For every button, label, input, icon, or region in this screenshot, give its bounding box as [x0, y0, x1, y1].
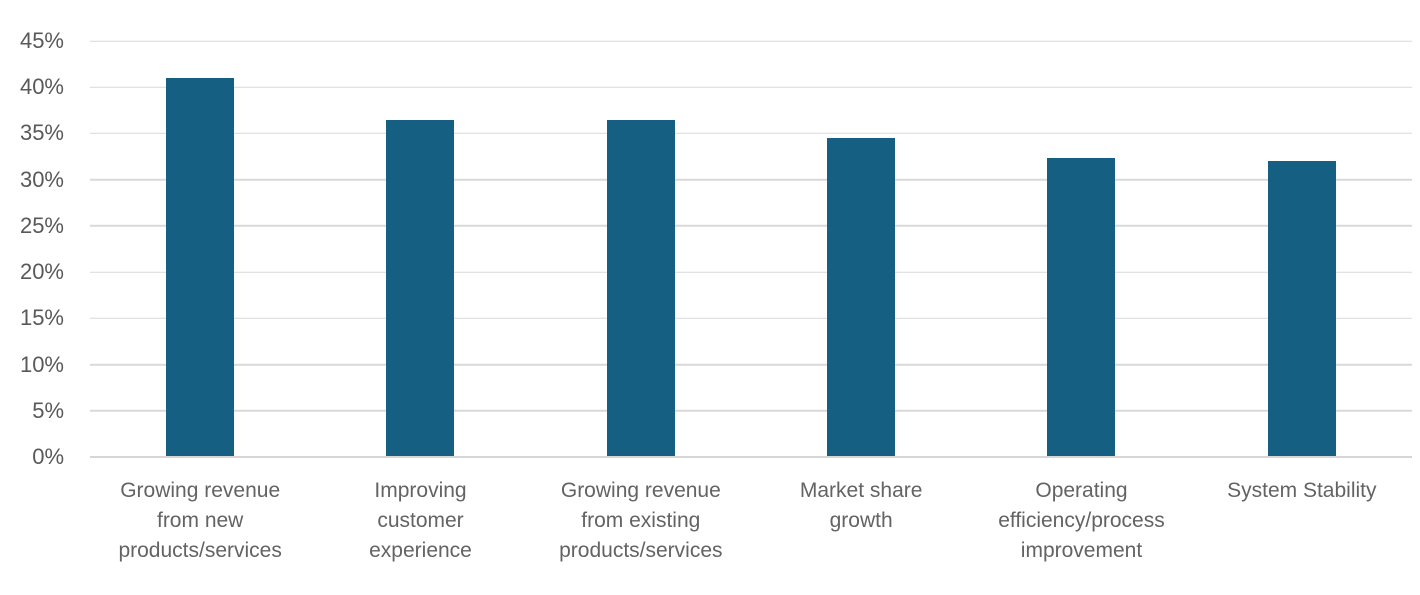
bar-1	[166, 77, 235, 457]
y-tick-label-5%: 5%	[32, 397, 64, 423]
gridline-35%	[90, 132, 1412, 135]
plot-area	[90, 40, 1412, 458]
gridline-25%	[90, 225, 1412, 227]
bar-slot-3	[531, 41, 751, 457]
gridline-15%	[90, 317, 1412, 320]
x-category-label-line: System Stability	[1227, 479, 1377, 502]
gridline-40%	[90, 86, 1412, 88]
x-category-label-line: customer	[377, 509, 464, 532]
bar-6	[1267, 161, 1336, 457]
x-category-label-1: Growing revenue from new products/services	[90, 476, 310, 566]
x-category-label-2: Improving customer experience	[310, 476, 530, 566]
y-tick-label-10%: 10%	[19, 351, 64, 377]
y-tick-label-20%: 20%	[19, 259, 64, 285]
gridline-0%	[90, 456, 1412, 458]
bar-slot-2	[310, 41, 530, 457]
x-category-label-line: Operating	[1035, 479, 1128, 502]
bars-container	[90, 41, 1412, 457]
y-tick-label-45%: 45%	[19, 28, 64, 53]
gridline-10%	[90, 363, 1412, 366]
x-category-label-line: experience	[369, 539, 472, 562]
gridlines	[90, 40, 1412, 458]
bar-4	[827, 138, 896, 457]
x-category-label-line: from existing	[581, 509, 701, 532]
x-category-label-6: System Stability	[1192, 476, 1412, 506]
y-tick-label-35%: 35%	[19, 120, 64, 146]
x-category-label-line: Growing revenue	[120, 479, 281, 502]
bar-slot-6	[1192, 41, 1412, 457]
x-category-label-line: improvement	[1020, 539, 1143, 562]
x-category-label-3: Growing revenue from existing products/ser…	[531, 476, 751, 566]
bar-slot-5	[971, 41, 1191, 457]
bar-slot-1	[90, 41, 310, 457]
y-tick-label-0%: 0%	[32, 444, 64, 469]
bar-3	[606, 119, 675, 457]
x-category-label-line: Improving	[374, 479, 467, 502]
x-category-label-line: Growing revenue	[560, 479, 721, 502]
gridline-30%	[90, 178, 1412, 181]
x-axis: Growing revenue from new products/services…	[90, 476, 1412, 566]
y-tick-label-30%: 30%	[19, 166, 64, 192]
bar-2	[386, 119, 455, 457]
y-tick-label-25%: 25%	[19, 212, 64, 238]
x-category-label-line: growth	[829, 509, 893, 532]
x-category-label-line: products/services	[118, 539, 282, 562]
y-tick-label-40%: 40%	[19, 74, 64, 100]
x-category-label-4: Market share growth	[751, 476, 971, 536]
y-axis: 0% 5% 10% 15% 20% 25% 30% 35% 40% 45%	[0, 30, 64, 468]
gridline-45%	[90, 40, 1412, 42]
bar-5	[1047, 158, 1116, 457]
x-category-label-line: products/services	[559, 539, 723, 562]
x-category-label-line: Market share	[799, 479, 923, 502]
x-category-label-5: Operating efficiency/process improvement	[971, 476, 1191, 566]
x-category-label-line: from new	[156, 509, 244, 532]
gridline-20%	[90, 271, 1412, 273]
x-category-label-line: efficiency/process	[998, 509, 1165, 532]
gridline-5%	[90, 410, 1412, 412]
y-tick-label-15%: 15%	[19, 305, 64, 331]
bar-slot-4	[751, 41, 971, 457]
